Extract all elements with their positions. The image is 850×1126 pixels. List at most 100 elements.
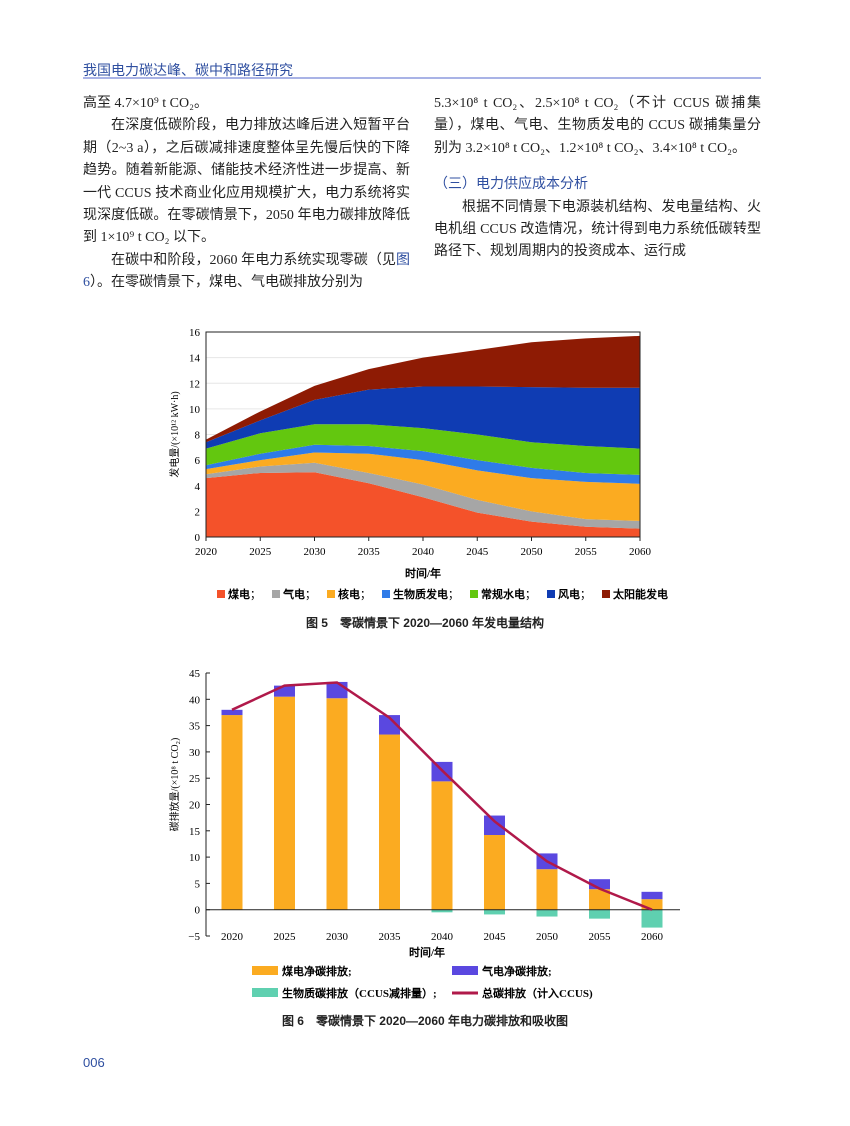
text: 在碳中和阶段，2060 年电力系统实现零碳（见 [111, 252, 396, 268]
bar-2-2055 [589, 909, 610, 919]
paragraph: 根据不同情景下电源装机结构、发电量结构、火电机组 CCUS 改造情况，统计得到电… [434, 199, 761, 260]
legend-label: 风电 [558, 587, 580, 601]
paragraph: 在深度低碳阶段，电力排放达峰后进入短暂平台期（2~3 a），之后碳减排速度整体呈… [83, 118, 410, 246]
x-tick-label: 2040 [431, 931, 454, 943]
bar-2-2045 [484, 909, 505, 915]
legend-label: 总碳排放（计入CCUS) [482, 986, 593, 1000]
legend-label: 气电净碳排放; [481, 964, 552, 978]
y-tick-label: 0 [195, 532, 201, 544]
x-tick-label: 2060 [629, 546, 652, 558]
bar-0-2020 [221, 715, 243, 910]
legend-swatch [602, 590, 610, 598]
x-tick-label: 2020 [195, 546, 218, 558]
paragraph: 在碳中和阶段，2060 年电力系统实现零碳（见图 6）。在零碳情景下，煤电、气电… [83, 250, 410, 295]
legend-swatch [547, 590, 555, 598]
x-tick-label: 2030 [326, 931, 349, 943]
area-3 [206, 444, 640, 484]
area-4 [206, 424, 640, 475]
area-1 [206, 462, 640, 529]
x-tick-label: 2050 [521, 546, 544, 558]
y-tick-label: 25 [189, 773, 201, 785]
legend-label: 生物质发电 [393, 587, 448, 601]
y-tick-label: 35 [189, 721, 201, 733]
area-0 [206, 472, 640, 537]
left-column: 高至 4.7×10⁹ t CO₂。 在深度低碳阶段，电力排放达峰后进入短暂平台期… [83, 93, 410, 295]
page-number: 006 [83, 1055, 105, 1070]
legend-swatch [272, 590, 280, 598]
legend-label: 生物质碳排放（CCUS减排量）; [282, 986, 437, 1000]
y-tick-label: 16 [189, 327, 201, 339]
y-tick-label: 20 [189, 800, 201, 812]
y-tick-label: 5 [195, 878, 201, 890]
area-6 [206, 335, 640, 443]
x-tick-label: 2055 [575, 546, 598, 558]
legend-swatch [217, 590, 225, 598]
y-tick-label: 2 [195, 506, 201, 518]
bar-1-2035 [379, 715, 400, 735]
bar-1-2020 [221, 709, 243, 716]
total-emission-line [231, 681, 653, 911]
y-tick-label: 30 [189, 747, 201, 759]
bar-0-2055 [589, 889, 610, 910]
section-title: （三）电力供应成本分析 [434, 177, 588, 193]
legend-separator: ； [448, 589, 459, 601]
bar-1-2060 [641, 891, 663, 900]
legend-separator: ； [305, 589, 316, 601]
x-tick-label: 2025 [249, 546, 272, 558]
y-tick-label: 14 [189, 353, 201, 365]
figure-5-chart: 0 2 4 6 8 10 12 14 16 2020 2025 2030 2035 2040 2045 205… [168, 327, 668, 601]
bar-0-2040 [431, 781, 453, 910]
legend-label: 气电 [282, 587, 305, 601]
legend-swatch [382, 590, 390, 598]
legend-label: 煤电 [228, 587, 250, 601]
legend-swatch [252, 988, 278, 997]
paragraph: 高至 4.7×10⁹ t CO₂。 [83, 96, 208, 111]
x-axis-label: 时间/年 [405, 566, 441, 580]
x-tick-label: 2020 [221, 931, 244, 943]
figure-5-caption: 图 5 零碳情景下 2020—2060 年发电量结构 [305, 616, 545, 630]
y-tick-label: 0 [195, 905, 201, 917]
x-tick-label: 2045 [466, 546, 489, 558]
x-axis-label: 时间/年 [409, 945, 445, 959]
legend-swatch [327, 590, 335, 598]
bar-1-2045 [484, 815, 505, 836]
figure-link[interactable]: 图 6 [83, 252, 410, 291]
bar-0-2060 [641, 899, 663, 910]
y-tick-label: 4 [195, 481, 201, 493]
y-axis-label: 碳排放量/(×10⁸ t CO₂) [168, 738, 181, 832]
running-title: 我国电力碳达峰、碳中和路径研究 [83, 62, 293, 78]
legend-separator: ； [525, 589, 536, 601]
x-tick-label: 2035 [379, 931, 402, 943]
legend-label: 太阳能发电 [612, 587, 668, 601]
bar-0-2035 [379, 734, 400, 910]
bar-2-2040 [431, 909, 453, 913]
bar-2-2050 [536, 909, 558, 917]
bar-0-2050 [536, 869, 558, 910]
bar-0-2025 [274, 696, 295, 910]
y-tick-label: 12 [189, 378, 200, 390]
figure-6-caption: 图 6 零碳情景下 2020—2060 年电力碳排放和吸收图 [281, 1014, 569, 1028]
legend-swatch [252, 966, 278, 975]
legend-separator: ； [360, 589, 371, 601]
y-tick-label: 45 [189, 668, 201, 680]
legend-label: 煤电净碳排放; [282, 964, 352, 978]
y-tick-label: 40 [189, 694, 201, 706]
bar-1-2055 [589, 879, 610, 890]
y-tick-label: −5 [188, 931, 200, 943]
legend-swatch [452, 966, 478, 975]
area-2 [206, 452, 640, 521]
x-tick-label: 2060 [641, 931, 664, 943]
bar-0-2045 [484, 835, 505, 910]
right-column: 5.3×10⁸ t CO₂、2.5×10⁸ t CO₂（不计 CCUS 碳捕集量… [434, 93, 761, 264]
x-tick-label: 2040 [412, 546, 435, 558]
y-tick-label: 6 [195, 455, 201, 467]
bar-1-2030 [326, 681, 348, 699]
x-tick-label: 2045 [484, 931, 507, 943]
header-rule [83, 77, 761, 79]
bar-0-2030 [326, 698, 348, 910]
legend-label: 核电 [338, 587, 360, 601]
y-tick-label: 15 [189, 826, 201, 838]
y-tick-label: 10 [189, 404, 201, 416]
paragraph: 5.3×10⁸ t CO₂、2.5×10⁸ t CO₂（不计 CCUS 碳捕集量… [434, 96, 761, 156]
